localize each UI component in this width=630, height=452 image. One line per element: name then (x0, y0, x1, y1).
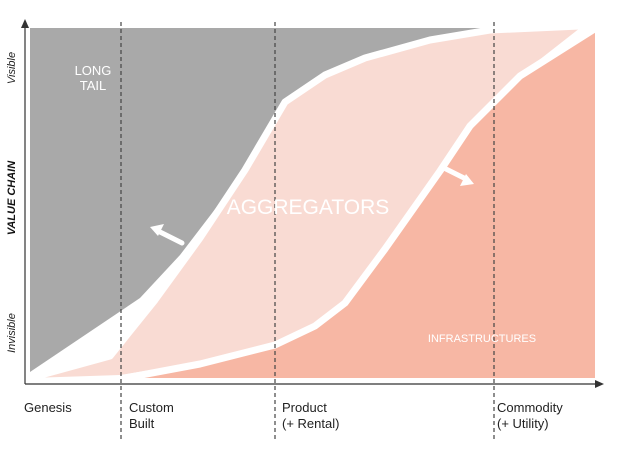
stage-custom-label-line2: Built (129, 416, 155, 431)
y-axis-bottom-label: Invisible (6, 313, 18, 353)
long-tail-region (30, 28, 520, 372)
aggregators-region (30, 28, 580, 378)
y-axis (21, 19, 29, 384)
stage-commodity-label-line1: Commodity (497, 400, 563, 415)
y-axis-top-label: Visible (6, 52, 18, 84)
infrastructure-arrow (443, 166, 474, 186)
infrastructures-region (120, 30, 595, 378)
aggregators-label: AGGREGATORS (227, 196, 390, 219)
infrastructure-boundary-curve (116, 24, 600, 383)
infrastructures-label: INFRASTRUCTURES (428, 333, 536, 345)
stage-product-label-line1: Product (282, 400, 327, 415)
long-tail-arrow (150, 224, 185, 246)
stage-commodity-label-line2: (+ Utility) (497, 416, 549, 431)
long-tail-boundary-curve (26, 22, 584, 382)
long-tail-label-line1: LONG (75, 63, 112, 78)
stage-custom-label-line1: Custom (129, 400, 174, 415)
stage-product-label-line2: (+ Rental) (282, 416, 339, 431)
long-tail-label-line2: TAIL (80, 78, 107, 93)
stage-genesis-label: Genesis (24, 400, 72, 415)
y-axis-title: VALUE CHAIN (6, 160, 18, 235)
x-axis (25, 380, 604, 388)
